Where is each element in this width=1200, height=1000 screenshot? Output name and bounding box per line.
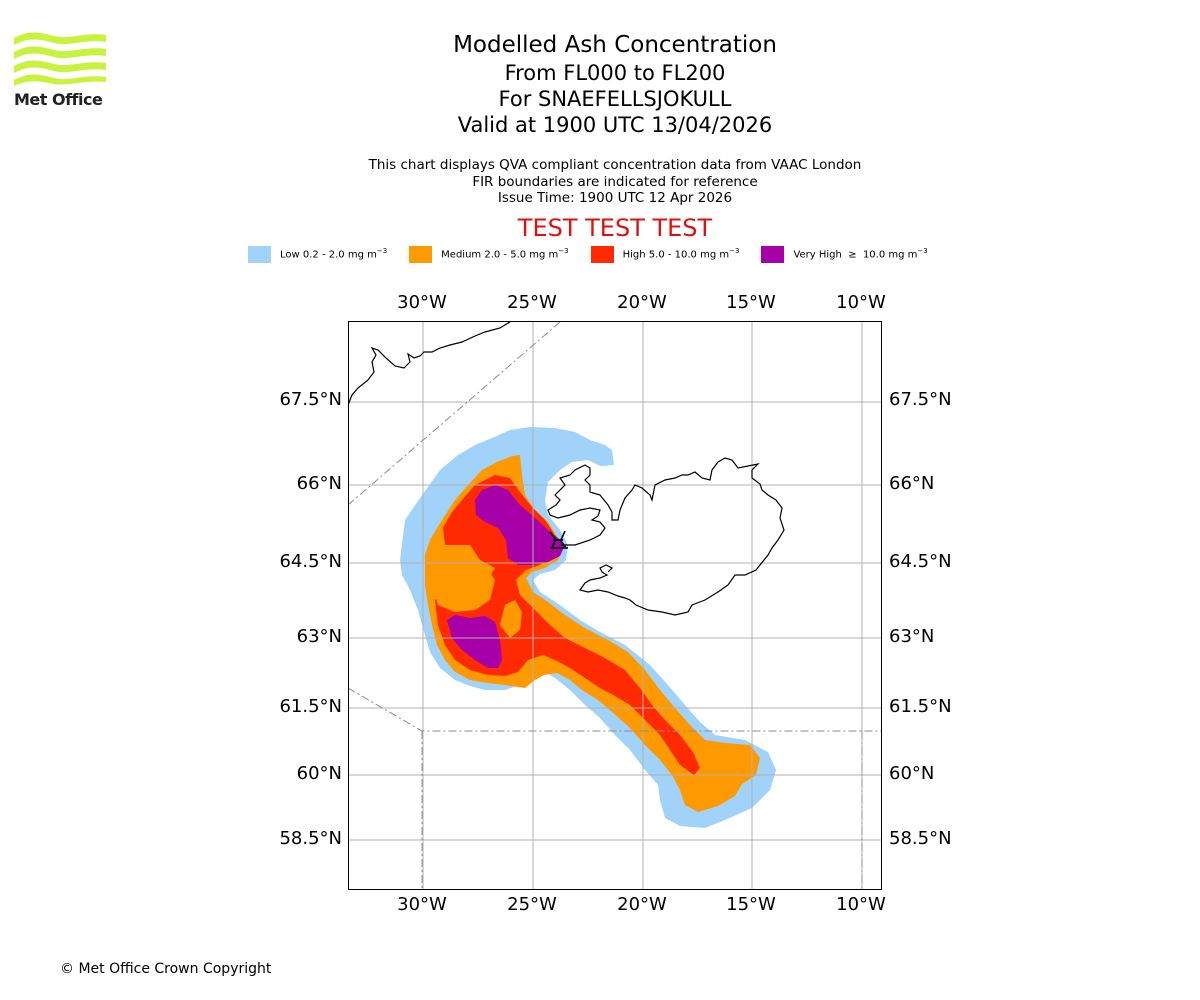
lat-tick-right: 64.5°N [889, 551, 952, 572]
ash-area-high [435, 475, 700, 775]
legend-label-medium: Medium 2.0 - 5.0 mg m−3 [441, 247, 569, 261]
lon-tick-bottom: 30°W [397, 894, 447, 915]
met-office-waves-icon [14, 32, 106, 86]
legend-item-medium: Medium 2.0 - 5.0 mg m−3 [409, 245, 569, 263]
ash-area-medium [500, 600, 522, 638]
lon-tick-top: 20°W [617, 292, 667, 313]
title-block: Modelled Ash Concentration From FL000 to… [300, 30, 930, 138]
legend-label-high: High 5.0 - 10.0 mg m−3 [622, 247, 740, 261]
lat-tick-left: 64.5°N [279, 551, 342, 572]
greenland-coastline [348, 321, 511, 406]
lon-tick-top: 30°W [397, 292, 447, 313]
legend-swatch-high [590, 245, 614, 263]
lat-tick-left: 61.5°N [279, 696, 342, 717]
legend-item-very-high: Very High ≥ 10.0 mg m−3 [761, 245, 928, 263]
lat-tick-right: 61.5°N [889, 696, 952, 717]
lat-tick-right: 67.5°N [889, 389, 952, 410]
level-range: From FL000 to FL200 [504, 61, 726, 85]
volcano-name: For SNAEFELLSJOKULL [498, 87, 732, 111]
lat-tick-left: 63°N [296, 626, 342, 647]
issue-time: Issue Time: 1900 UTC 12 Apr 2026 [497, 190, 733, 206]
ash-area-very-high [447, 615, 502, 668]
legend-swatch-low [248, 245, 271, 263]
test-banner: TEST TEST TEST [517, 214, 713, 242]
legend: Low 0.2 - 2.0 mg m−3 Medium 2.0 - 5.0 mg… [248, 244, 950, 264]
subtitle-line2: FIR boundaries are indicated for referen… [472, 173, 758, 190]
valid-time: Valid at 1900 UTC 13/04/2026 [457, 113, 773, 137]
subtitle-block: This chart displays QVA compliant concen… [300, 157, 930, 207]
copyright: © Met Office Crown Copyright [60, 961, 272, 977]
ash-area-medium [433, 548, 495, 612]
lon-tick-top: 25°W [507, 292, 557, 313]
lon-tick-top: 10°W [836, 292, 886, 313]
chart-title: Modelled Ash Concentration [453, 32, 777, 58]
logo-text: Met Office [14, 90, 103, 109]
legend-item-high: High 5.0 - 10.0 mg m−3 [590, 245, 740, 263]
fir-boundaries [348, 321, 882, 890]
lat-tick-right: 58.5°N [889, 828, 952, 849]
lat-tick-right: 63°N [889, 626, 935, 647]
lat-tick-left: 60°N [296, 763, 342, 784]
lon-tick-bottom: 25°W [507, 894, 557, 915]
met-office-logo: Met Office [14, 30, 109, 115]
lat-tick-right: 60°N [889, 763, 935, 784]
lat-tick-left: 67.5°N [279, 389, 342, 410]
lat-tick-right: 66°N [889, 473, 935, 494]
lon-tick-bottom: 10°W [836, 894, 886, 915]
subtitle-line1: This chart displays QVA compliant concen… [368, 157, 862, 173]
legend-swatch-medium [409, 245, 433, 263]
volcano-icon [549, 530, 568, 549]
map-frame [348, 321, 882, 890]
graticule [348, 321, 882, 890]
lat-tick-left: 66°N [296, 473, 342, 494]
legend-item-low: Low 0.2 - 2.0 mg m−3 [248, 245, 388, 263]
ash-area-very-high [475, 485, 565, 565]
legend-label-low: Low 0.2 - 2.0 mg m−3 [280, 247, 388, 261]
lon-tick-top: 15°W [726, 292, 776, 313]
lon-tick-bottom: 20°W [617, 894, 667, 915]
iceland-coastline [547, 457, 785, 616]
lon-tick-bottom: 15°W [726, 894, 776, 915]
lat-tick-left: 58.5°N [279, 828, 342, 849]
legend-swatch-very-high [761, 245, 785, 263]
legend-label-very-high: Very High ≥ 10.0 mg m−3 [793, 247, 928, 261]
